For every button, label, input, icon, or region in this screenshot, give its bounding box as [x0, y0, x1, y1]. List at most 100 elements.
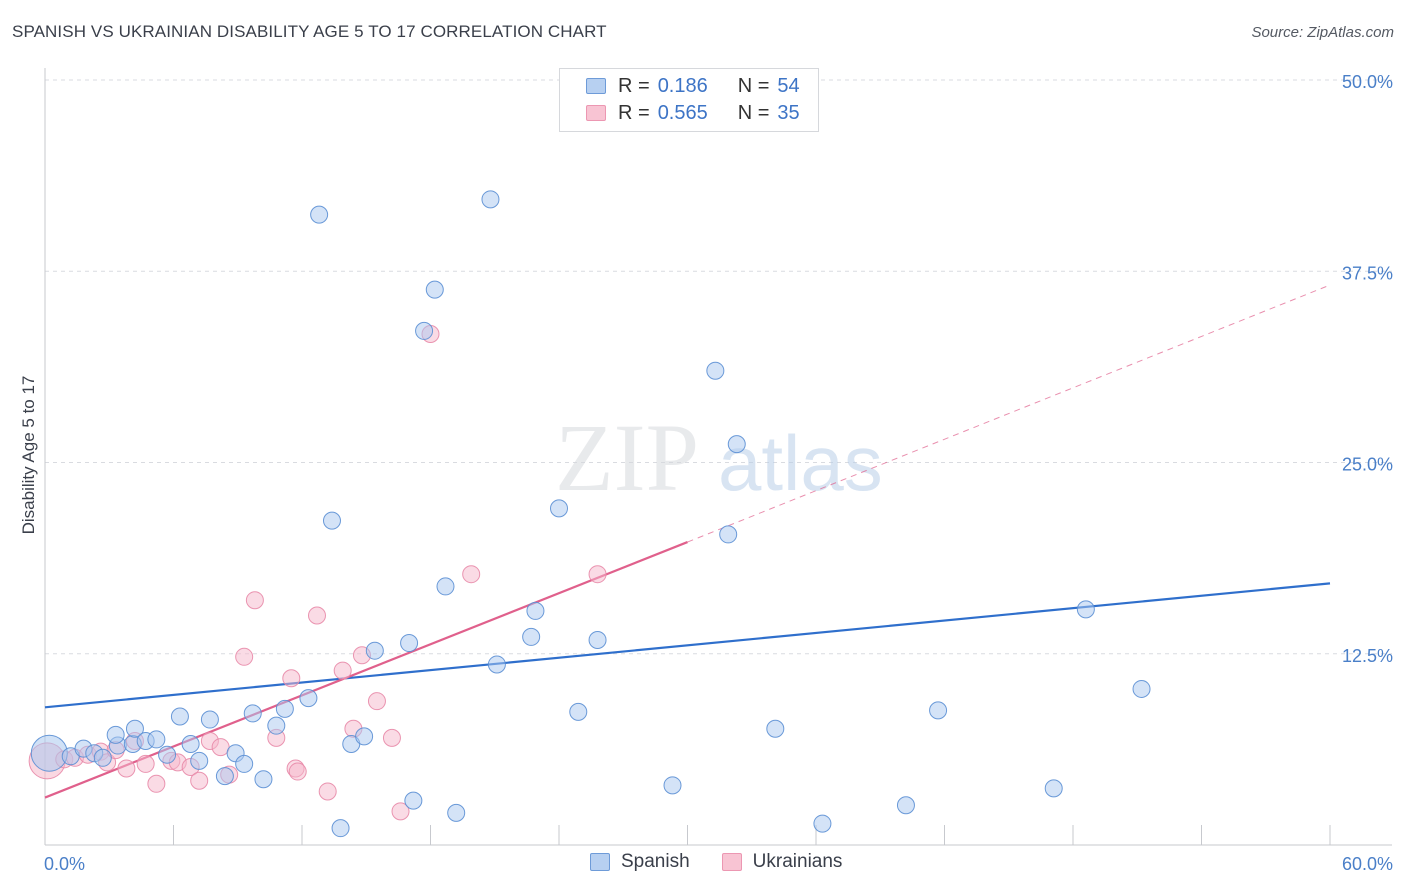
- spanish-point: [30, 734, 68, 772]
- ukrainians-point: [282, 669, 301, 688]
- spanish-trend-line: [44, 582, 1331, 709]
- spanish-point: [254, 770, 273, 789]
- ukrainians-point: [245, 591, 264, 610]
- ukrainians-point: [318, 782, 337, 801]
- spanish-point: [1044, 779, 1063, 798]
- spanish-point: [569, 702, 588, 721]
- watermark-zip: ZIP: [555, 404, 699, 511]
- spanish-point: [158, 745, 177, 764]
- y-tick-label: 25.0%: [1342, 455, 1393, 475]
- ukrainians-point: [136, 754, 155, 773]
- spanish-point: [243, 704, 262, 723]
- spanish-point: [481, 190, 500, 209]
- ukrainians-point: [382, 728, 401, 747]
- spanish-swatch: [590, 853, 610, 871]
- spanish-point: [706, 361, 725, 380]
- spanish-point: [365, 641, 384, 660]
- spanish-point: [190, 751, 209, 770]
- spanish-point: [663, 776, 682, 795]
- ukrainians-point: [147, 774, 166, 793]
- spanish-point: [766, 719, 785, 738]
- spanish-point: [487, 655, 506, 674]
- ukrainians-point: [235, 647, 254, 666]
- legend-n-value: 35: [777, 101, 800, 124]
- axes: [44, 68, 1392, 846]
- legend-n-value: 54: [777, 74, 800, 97]
- legend-n-label: N =: [737, 101, 770, 124]
- tick-labels: 12.5% 25.0% 37.5% 50.0% 0.0% 60.0%: [44, 72, 1393, 874]
- legend-item-spanish[interactable]: Spanish: [590, 851, 690, 873]
- spanish-point: [200, 710, 219, 729]
- spanish-swatch: [586, 78, 606, 94]
- source-label: Source: ZipAtlas.com: [1251, 24, 1394, 41]
- ukrainians-trend-line: [44, 541, 688, 799]
- ukrainians-point: [462, 565, 481, 584]
- spanish-point: [404, 791, 423, 810]
- spanish-point: [436, 577, 455, 596]
- spanish-point: [299, 689, 318, 708]
- spanish-point: [331, 819, 350, 838]
- legend-r-label: R =: [618, 101, 650, 124]
- chart-title: SPANISH VS UKRAINIAN DISABILITY AGE 5 TO…: [12, 22, 607, 41]
- ukrainians-point: [367, 692, 386, 711]
- spanish-point: [719, 525, 738, 544]
- spanish-point: [550, 499, 568, 518]
- y-tick-label: 12.5%: [1342, 646, 1393, 666]
- spanish-point: [813, 814, 832, 833]
- ukrainians-point: [307, 606, 326, 625]
- spanish-point: [181, 735, 200, 754]
- spanish-point: [125, 719, 144, 738]
- ukrainians-point: [190, 771, 209, 790]
- spanish-point: [170, 707, 189, 726]
- y-tick-label: 50.0%: [1342, 72, 1393, 92]
- spanish-point: [322, 511, 341, 530]
- legend-n-label: N =: [737, 74, 770, 97]
- correlation-legend: R = 0.186 N = 54 R = 0.565 N = 35: [559, 68, 819, 132]
- watermark: ZIP atlas: [555, 404, 883, 511]
- spanish-point: [929, 701, 948, 720]
- spanish-point: [526, 601, 545, 620]
- x-tick-label: 0.0%: [44, 854, 85, 874]
- legend-row-spanish: R = 0.186 N = 54: [586, 74, 800, 98]
- ukrainians-point: [333, 661, 352, 680]
- spanish-point: [355, 727, 374, 746]
- ukrainians-swatch: [586, 105, 606, 121]
- x-tick-label: 60.0%: [1342, 854, 1393, 874]
- spanish-point: [447, 803, 466, 822]
- spanish-point: [415, 321, 434, 340]
- spanish-point: [727, 435, 746, 454]
- spanish-point: [106, 725, 125, 744]
- ukrainians-point: [391, 802, 410, 821]
- ukrainians-point: [211, 738, 230, 757]
- spanish-point: [147, 730, 166, 749]
- spanish-point: [522, 627, 541, 646]
- ukrainians-point: [117, 759, 136, 778]
- legend-label-ukrainians: Ukrainians: [752, 851, 843, 872]
- y-tick-label: 37.5%: [1342, 263, 1393, 283]
- spanish-points: [30, 190, 1151, 838]
- spanish-point: [1076, 600, 1095, 619]
- legend-item-ukrainians[interactable]: Ukrainians: [721, 851, 843, 873]
- ukrainians-point: [588, 565, 607, 584]
- ukrainians-point: [288, 762, 307, 781]
- legend-row-ukrainians: R = 0.565 N = 35: [586, 101, 800, 125]
- spanish-point: [310, 205, 329, 224]
- series-legend: Spanish Ukrainians: [590, 851, 874, 873]
- spanish-point: [1132, 679, 1151, 698]
- spanish-point: [215, 767, 234, 786]
- legend-r-value: 0.565: [657, 101, 708, 124]
- y-axis-label: Disability Age 5 to 17: [19, 376, 38, 535]
- spanish-point: [425, 280, 444, 299]
- legend-r-value: 0.186: [657, 74, 708, 97]
- spanish-point: [235, 754, 254, 773]
- spanish-point: [93, 748, 112, 767]
- legend-label-spanish: Spanish: [621, 851, 690, 872]
- spanish-point: [267, 716, 286, 735]
- ukrainians-swatch: [721, 853, 742, 871]
- spanish-point: [275, 699, 294, 718]
- trend-lines: [44, 284, 1331, 799]
- legend-r-label: R =: [618, 74, 650, 97]
- spanish-point: [400, 634, 419, 653]
- spanish-point: [588, 630, 607, 649]
